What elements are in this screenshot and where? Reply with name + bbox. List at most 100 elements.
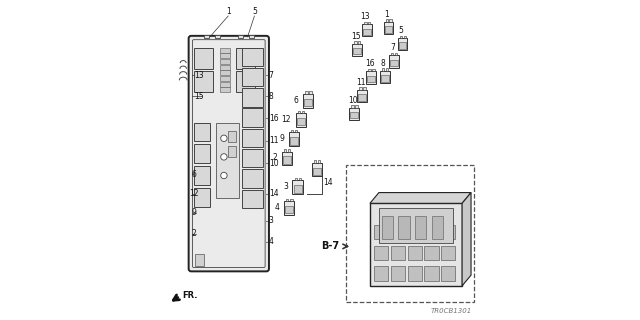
Text: 10: 10	[269, 159, 278, 168]
Bar	[216, 124, 239, 198]
Bar	[194, 188, 211, 207]
Bar	[228, 131, 236, 142]
Text: 13: 13	[195, 71, 204, 80]
Bar	[297, 118, 305, 125]
Text: 12: 12	[189, 189, 198, 198]
Text: 2: 2	[191, 229, 196, 238]
Bar	[386, 68, 388, 71]
Bar	[346, 165, 474, 302]
Bar	[194, 144, 211, 163]
Bar	[368, 22, 371, 24]
Bar	[298, 111, 300, 113]
Bar	[236, 48, 255, 69]
Bar	[399, 36, 402, 38]
Text: 9: 9	[279, 134, 284, 143]
Bar	[295, 130, 298, 132]
Bar	[241, 48, 262, 66]
Bar	[305, 92, 308, 94]
Bar	[367, 76, 375, 82]
Bar	[241, 129, 262, 147]
Text: 1: 1	[226, 7, 230, 16]
Bar	[220, 59, 230, 64]
Bar	[352, 44, 362, 56]
Text: 9: 9	[191, 208, 196, 217]
Bar	[408, 225, 422, 239]
Bar	[374, 246, 388, 260]
Text: 6: 6	[191, 170, 196, 179]
Bar	[241, 68, 262, 86]
Bar	[236, 71, 255, 92]
Bar	[360, 87, 362, 90]
Bar	[284, 149, 286, 152]
Bar	[220, 65, 230, 70]
Bar	[303, 94, 314, 108]
Circle shape	[221, 172, 227, 179]
Bar	[366, 71, 376, 84]
Bar	[389, 55, 399, 68]
Bar	[379, 208, 453, 243]
FancyBboxPatch shape	[189, 36, 269, 271]
Bar	[383, 22, 393, 34]
Bar	[353, 48, 361, 54]
Bar	[282, 152, 292, 165]
Bar	[294, 178, 297, 180]
Text: 2: 2	[273, 153, 277, 162]
Bar	[442, 267, 456, 281]
Bar	[220, 76, 230, 81]
Polygon shape	[370, 193, 471, 203]
Bar	[355, 41, 356, 44]
Circle shape	[221, 154, 227, 160]
Bar	[385, 26, 392, 33]
Bar	[351, 105, 354, 108]
Bar	[309, 92, 312, 94]
Text: 14: 14	[323, 178, 333, 187]
Bar	[408, 267, 422, 281]
Bar	[204, 35, 209, 38]
Bar	[241, 108, 262, 127]
FancyArrowPatch shape	[343, 244, 348, 249]
Bar	[237, 35, 243, 38]
Bar	[195, 71, 213, 92]
Bar	[385, 19, 388, 22]
Bar	[241, 189, 262, 208]
Bar	[390, 267, 404, 281]
Text: 11: 11	[356, 78, 365, 87]
Bar	[294, 185, 301, 193]
Bar	[442, 225, 456, 239]
Bar	[195, 254, 204, 266]
Bar	[288, 149, 291, 152]
Bar	[364, 22, 367, 24]
Bar	[285, 206, 293, 213]
Text: 7: 7	[269, 71, 274, 80]
Bar	[241, 88, 262, 107]
Bar	[399, 42, 406, 49]
Text: 5: 5	[252, 7, 257, 16]
Text: 16: 16	[269, 114, 278, 123]
Text: TR0CB1301: TR0CB1301	[431, 308, 472, 314]
Text: 6: 6	[294, 96, 298, 105]
Bar	[220, 48, 230, 53]
Bar	[404, 36, 406, 38]
Bar	[304, 99, 312, 106]
Bar	[391, 53, 394, 55]
Text: 15: 15	[351, 32, 360, 41]
Bar	[424, 246, 438, 260]
Bar	[299, 178, 301, 180]
Bar	[358, 94, 366, 101]
Bar	[220, 70, 230, 76]
Bar	[318, 160, 321, 163]
Bar	[228, 146, 236, 157]
Bar	[292, 180, 303, 194]
Bar	[370, 203, 462, 286]
Text: 3: 3	[283, 182, 288, 191]
Text: 14: 14	[269, 189, 278, 198]
Bar	[220, 82, 230, 87]
Text: FR.: FR.	[182, 292, 197, 300]
Bar	[351, 112, 358, 118]
Bar	[349, 108, 359, 120]
Text: 12: 12	[282, 115, 291, 124]
Bar	[220, 87, 230, 92]
Bar	[408, 246, 422, 260]
Text: 8: 8	[269, 92, 273, 100]
Text: 7: 7	[390, 44, 395, 52]
